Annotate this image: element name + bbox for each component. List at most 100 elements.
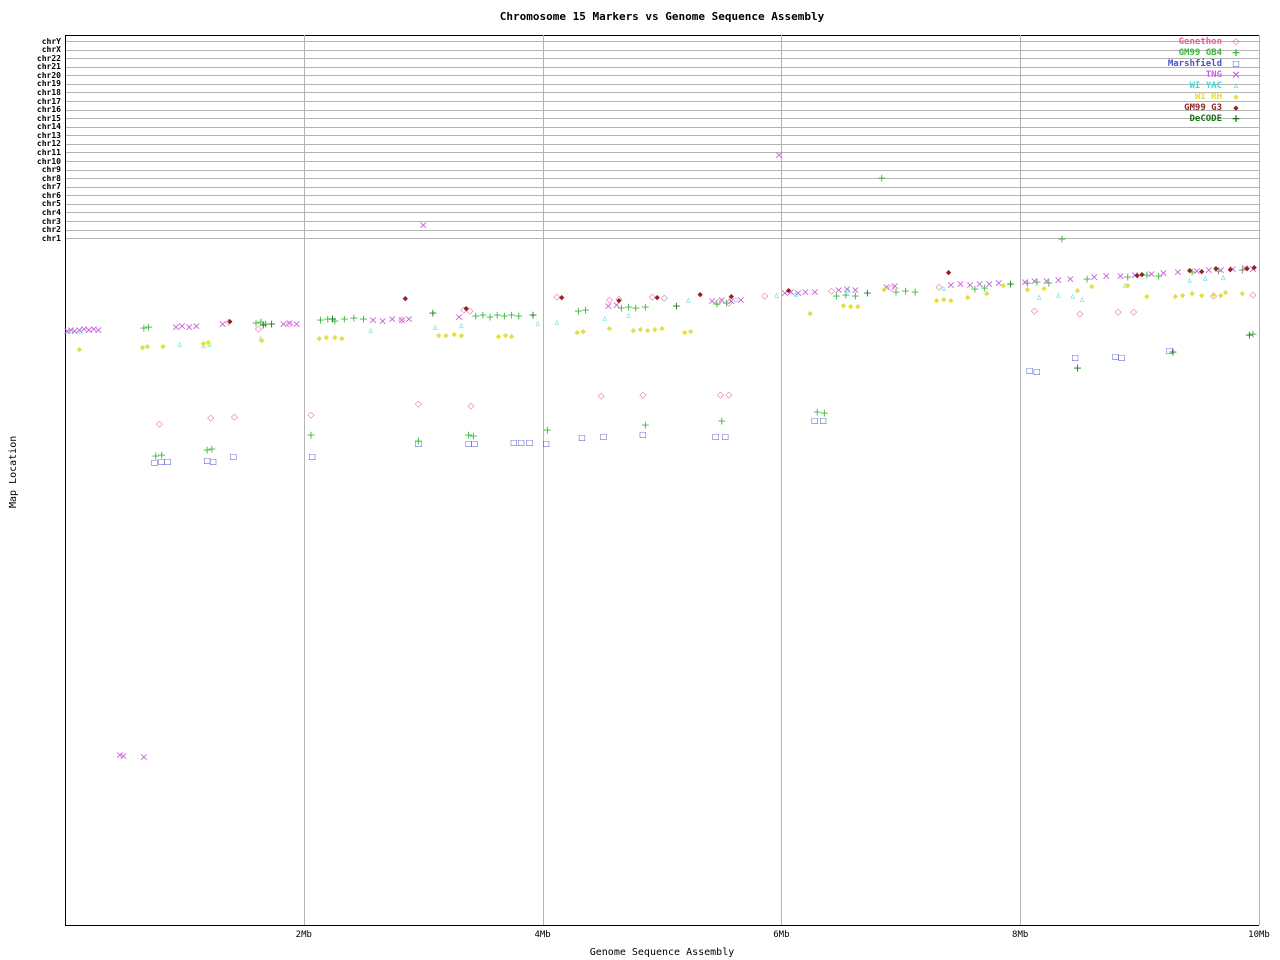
data-point-marshfield: □	[209, 457, 217, 466]
legend: Genethon ◇ GM99 GB4 + Marshfield □ TNG × WI YAC ▵…	[1168, 36, 1242, 126]
data-point-genethon: ◇	[1210, 291, 1218, 302]
data-point-genethon: ◇	[725, 390, 733, 401]
data-point-wi-rh: ◆	[637, 325, 644, 334]
data-point-decode: +	[266, 317, 277, 331]
legend-item: GM99 GB4 +	[1168, 46, 1242, 59]
data-point-genethon: ◇	[553, 292, 561, 303]
legend-marker-plus-icon: +	[1231, 112, 1241, 125]
data-point-genethon: ◇	[1249, 290, 1257, 301]
chromosome-row-line	[66, 161, 1259, 162]
data-point-wi-rh: ◆	[495, 332, 502, 341]
chromosome-row-line	[66, 75, 1259, 77]
data-point-wi-yac: ▵	[686, 295, 691, 306]
data-point-tng: ×	[774, 148, 784, 162]
data-point-marshfield: □	[1071, 353, 1079, 362]
data-point-gm99-gb4: +	[623, 300, 634, 314]
legend-marker-diamond-icon: ◆	[1233, 103, 1239, 112]
data-point-wi-rh: ◆	[205, 338, 211, 347]
data-point-genethon: ◇	[1130, 307, 1138, 318]
data-point-tng: ×	[118, 749, 129, 763]
data-point-wi-yac: ▵	[846, 285, 851, 296]
x-tick-label: 10Mb	[1248, 930, 1270, 940]
x-tick-label: 8Mb	[1012, 930, 1029, 940]
data-point-tng: ×	[890, 279, 900, 293]
data-point-tng: ×	[707, 294, 717, 308]
plot-top-border	[65, 35, 1259, 36]
data-point-tng: ×	[1115, 269, 1126, 283]
chromosome-label: chr12	[36, 139, 61, 149]
data-point-tng: ×	[611, 298, 622, 312]
data-point-wi-yac: ▵	[733, 294, 739, 305]
data-point-wi-rh: ◆	[1179, 291, 1186, 300]
legend-label: GM99 G3	[1184, 102, 1222, 113]
legend-marker-triangle-icon: ▵	[1233, 80, 1239, 91]
data-point-genethon: ◇	[639, 390, 647, 401]
data-point-tng: ×	[726, 294, 736, 308]
data-point-gm99-g3: ◆	[227, 317, 233, 326]
data-point-wi-rh: ◆	[1218, 291, 1224, 300]
data-point-gm99-gb4: +	[819, 406, 829, 420]
chromosome-row-line	[66, 229, 1259, 231]
data-point-gm99-gb4: +	[251, 316, 261, 330]
legend-item: WI YAC ▵	[1168, 80, 1242, 91]
data-point-tng: ×	[881, 280, 892, 294]
data-point-marshfield: □	[464, 439, 473, 448]
data-point-tng: ×	[191, 319, 201, 333]
data-point-wi-yac: ▵	[602, 313, 607, 324]
data-point-genethon: ◇	[207, 413, 215, 424]
data-point-gm99-g3: ◆	[1227, 265, 1233, 274]
data-point-marshfield: □	[542, 439, 550, 448]
data-point-wi-rh: ◆	[323, 333, 330, 342]
data-point-gm99-gb4: +	[1082, 272, 1092, 286]
data-point-wi-rh: ◆	[964, 293, 971, 302]
data-point-gm99-gb4: +	[157, 448, 167, 462]
data-point-wi-yac: ▵	[66, 326, 71, 337]
data-point-marshfield: □	[1026, 366, 1034, 375]
data-point-tng: ×	[284, 316, 295, 330]
data-point-wi-yac: ▵	[1220, 272, 1226, 283]
data-point-gm99-gb4: +	[580, 303, 591, 317]
data-point-tng: ×	[965, 278, 975, 292]
data-point-wi-yac: ▵	[201, 340, 206, 351]
data-point-tng: ×	[1248, 262, 1258, 276]
data-point-tng: ×	[377, 314, 388, 328]
legend-label: Genethon	[1178, 36, 1222, 47]
data-point-tng: ×	[397, 313, 407, 327]
data-point-genethon: ◇	[460, 305, 468, 316]
data-point-decode: +	[1005, 277, 1016, 291]
data-point-marshfield: □	[525, 438, 534, 447]
data-point-decode: +	[862, 286, 872, 300]
legend-item: Marshfield □	[1168, 58, 1242, 69]
data-point-wi-rh: ◆	[339, 334, 345, 343]
data-point-genethon: ◇	[467, 401, 475, 412]
chromosome-label: chr8	[41, 173, 61, 183]
chromosome-row-line	[66, 83, 1259, 85]
data-point-wi-rh: ◆	[1124, 281, 1131, 290]
data-point-gm99-gb4: +	[573, 304, 583, 318]
data-point-tng: ×	[736, 293, 746, 307]
data-point-wi-yac: ▵	[78, 326, 83, 337]
data-point-gm99-g3: ◆	[1244, 264, 1250, 273]
data-point-gm99-gb4: +	[542, 423, 552, 437]
data-point-gm99-gb4: +	[631, 301, 641, 315]
data-point-gm99-g3: ◆	[785, 286, 792, 295]
data-point-decode: +	[671, 299, 681, 313]
x-gridline	[1259, 35, 1260, 925]
data-point-tng: ×	[1101, 269, 1111, 283]
data-point-gm99-g3: ◆	[697, 290, 703, 299]
data-point-wi-yac: ▵	[432, 322, 438, 333]
data-point-tng: ×	[69, 324, 80, 338]
data-point-gm99-gb4: +	[1057, 232, 1067, 246]
data-point-wi-rh: ◆	[948, 296, 954, 305]
data-point-gm99-gb4: +	[478, 308, 488, 322]
data-point-genethon: ◇	[828, 286, 835, 297]
data-point-marshfield: □	[308, 452, 316, 461]
data-point-gm99-gb4: +	[323, 312, 333, 326]
data-point-gm99-gb4: +	[891, 285, 901, 299]
data-point-gm99-gb4: +	[1123, 270, 1133, 284]
legend-marker-x-icon: ×	[1231, 68, 1241, 81]
data-point-wi-rh: ◆	[76, 345, 82, 354]
data-point-wi-rh: ◆	[443, 331, 449, 340]
data-point-wi-rh: ◆	[200, 339, 207, 348]
data-point-tng: ×	[994, 276, 1004, 290]
